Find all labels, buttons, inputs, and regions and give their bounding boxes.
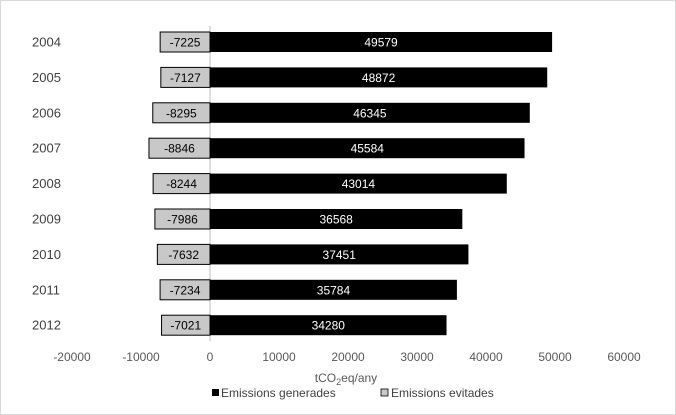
category-label-2010: 2010: [32, 247, 61, 262]
label-evitades-2007: -8846: [164, 142, 195, 156]
category-label-2006: 2006: [32, 105, 61, 120]
x-tick-labels: -20000 -10000 0 10000 20000 30000 40000 50000 60…: [53, 350, 641, 364]
x-tick-0: 0: [207, 350, 214, 364]
label-generades-2005: 48872: [362, 71, 396, 85]
label-evitades-2009: -7986: [167, 213, 198, 227]
category-label-2009: 2009: [32, 212, 61, 227]
category-label-2012: 2012: [32, 318, 61, 333]
category-label-2004: 2004: [32, 35, 61, 50]
category-label-2008: 2008: [32, 176, 61, 191]
x-tick--10000: -10000: [122, 350, 160, 364]
x-axis-title: tCO2eq/any: [315, 371, 377, 387]
x-tick-30000: 30000: [400, 350, 434, 364]
legend-label-evitades: Emissions evitades: [391, 386, 494, 400]
label-generades-2007: 45584: [351, 142, 385, 156]
bar-generades-2008: [210, 173, 507, 194]
label-evitades-2008: -8244: [166, 177, 197, 191]
label-evitades-2010: -7632: [168, 248, 199, 262]
legend-label-generades: Emissions generades: [221, 386, 336, 400]
bar-generades-2007: [210, 138, 525, 159]
category-label-2011: 2011: [32, 282, 60, 297]
bar-generades-2006: [210, 102, 530, 123]
legend-swatch-generades: [212, 389, 219, 396]
bar-generades-2012: [210, 315, 447, 336]
label-evitades-2004: -7225: [170, 36, 201, 50]
x-tick--20000: -20000: [53, 350, 91, 364]
bar-generades-2009: [210, 209, 463, 229]
category-labels: 2004 2005 2006 2007 2008 2009 2010 2011 2012: [32, 35, 61, 333]
x-tick-40000: 40000: [469, 350, 503, 364]
label-evitades-2011: -7234: [170, 283, 201, 297]
bar-generades-2011: [210, 279, 457, 300]
x-tick-50000: 50000: [538, 350, 572, 364]
category-label-2005: 2005: [32, 70, 61, 85]
legend-swatch-evitades: [380, 388, 389, 397]
bars-layer: -7225 49579 -7127 48872 -8295 46345 -8846 45584…: [148, 26, 553, 342]
label-generades-2011: 35784: [317, 283, 351, 297]
label-generades-2012: 34280: [312, 319, 346, 333]
x-tick-60000: 60000: [607, 350, 641, 364]
label-generades-2004: 49579: [364, 36, 398, 50]
x-tick-20000: 20000: [331, 350, 365, 364]
label-evitades-2005: -7127: [170, 71, 201, 85]
legend: Emissions generades Emissions evitades: [212, 386, 494, 400]
label-generades-2009: 36568: [319, 213, 353, 227]
bar-generades-2010: [210, 244, 469, 265]
category-label-2007: 2007: [32, 141, 61, 156]
label-generades-2010: 37451: [323, 248, 357, 262]
label-evitades-2012: -7021: [170, 319, 201, 333]
label-generades-2008: 43014: [342, 177, 376, 191]
bar-generades-2005: [210, 67, 548, 88]
label-generades-2006: 46345: [353, 106, 387, 120]
x-tick-10000: 10000: [262, 350, 296, 364]
label-evitades-2006: -8295: [166, 106, 197, 120]
bar-generades-2004: [210, 32, 553, 52]
